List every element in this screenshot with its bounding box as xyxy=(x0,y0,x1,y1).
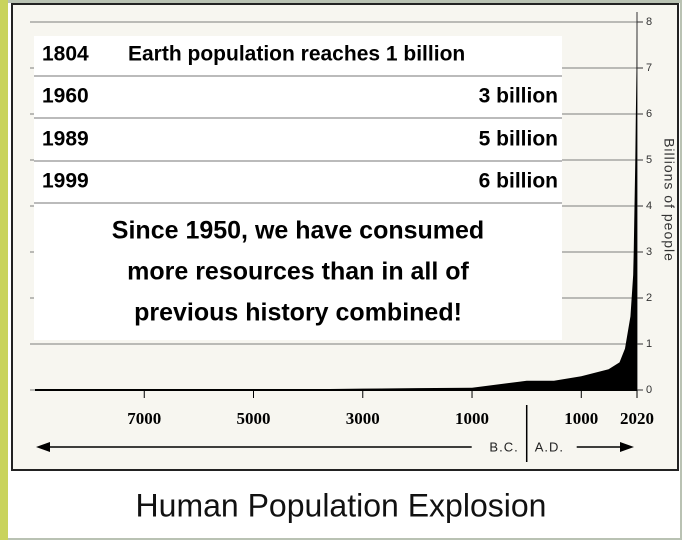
table-event: Earth population reaches 1 billion xyxy=(128,43,465,66)
y-tick-label: 4 xyxy=(646,200,652,212)
table: 1804 Earth population reaches 1 billion 19… xyxy=(34,43,562,327)
x-tick-label: 7000 xyxy=(127,409,161,428)
x-tick-label: 1000 xyxy=(455,409,489,428)
y-tick-label: 7 xyxy=(646,62,652,74)
y-tick-label: 3 xyxy=(646,246,652,258)
y-tick-label: 2 xyxy=(646,292,652,304)
era-label: A.D. xyxy=(535,439,564,454)
table-year: 1999 xyxy=(42,170,89,193)
side-strip xyxy=(0,0,8,540)
y-tick-label: 6 xyxy=(646,108,652,120)
table-event: 3 billion xyxy=(479,85,558,108)
chart-title: Human Population Explosion xyxy=(136,487,547,523)
table-year: 1960 xyxy=(42,85,89,108)
table-event: 5 billion xyxy=(479,128,558,151)
y-tick-label: 5 xyxy=(646,154,652,166)
y-tick-label: 0 xyxy=(646,384,652,396)
note-line: Since 1950, we have consumed xyxy=(112,217,484,245)
y-tick-label: 1 xyxy=(646,338,652,350)
overlay-box xyxy=(34,36,562,340)
era-label: B.C. xyxy=(489,439,518,454)
ad-arrowhead xyxy=(620,442,634,452)
table-year: 1804 xyxy=(42,43,89,66)
x-tick-label: 1000 xyxy=(564,409,598,428)
note-line: previous history combined! xyxy=(134,299,462,327)
y-tick-label: 8 xyxy=(646,16,652,28)
x-tick-label: 2020 xyxy=(620,409,654,428)
x-tick-label: 5000 xyxy=(237,409,271,428)
y-axis-label: Billions of people xyxy=(661,138,677,262)
x-tick-label: 3000 xyxy=(346,409,380,428)
bc-arrowhead xyxy=(36,442,50,452)
table-year: 1989 xyxy=(42,128,89,151)
note-line: more resources than in all of xyxy=(127,258,469,286)
table-event: 6 billion xyxy=(479,170,558,193)
